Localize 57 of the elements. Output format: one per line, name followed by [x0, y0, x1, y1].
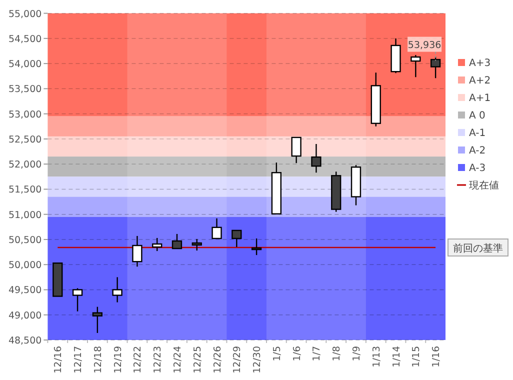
y-tick-label: 51,000 — [8, 210, 42, 221]
legend-label: 現在値 — [469, 180, 499, 192]
y-tick-label: 52,000 — [8, 160, 42, 171]
x-tick-label: 12/22 — [132, 346, 144, 374]
x-tick-label: 12/23 — [152, 346, 164, 374]
candlestick — [311, 143, 322, 174]
text: 前回の基準 — [453, 242, 503, 254]
legend-label: A-1 — [469, 128, 486, 139]
x-tick-label: 12/17 — [73, 346, 84, 374]
x-tick-label: 12/29 — [232, 346, 244, 374]
candlestick — [172, 233, 182, 250]
legend-label: A+2 — [469, 76, 491, 86]
y-tick-label: 49,500 — [8, 285, 42, 296]
x-tick-label: 1/7 — [312, 346, 323, 362]
y-tick-label: 48,500 — [8, 336, 42, 346]
x-tick-label: 1/9 — [351, 346, 362, 362]
x-tick-label: 12/18 — [92, 346, 104, 374]
x-tick-label: 12/24 — [172, 346, 184, 374]
x-tick-label: 1/14 — [391, 346, 402, 368]
band-label: A+3 — [469, 58, 491, 69]
x-tick-label: 12/26 — [212, 346, 224, 374]
x-tick-label: 1/6 — [292, 346, 303, 362]
legend-label: A-3 — [469, 163, 486, 174]
y-tick-label: 50,500 — [8, 234, 42, 246]
x-tick-label: 1/13 — [371, 346, 382, 368]
x-tick-label: 12/25 — [192, 346, 204, 374]
candlestick — [152, 237, 162, 252]
y-tick-label: 55,000 — [8, 8, 42, 20]
candlestick — [251, 238, 262, 256]
candlestick — [112, 276, 122, 303]
x-tick-label: 1/15 — [411, 346, 422, 368]
y-tick-label: 49,000 — [8, 310, 42, 322]
y-tick-label: 53,500 — [8, 84, 42, 96]
candlestick — [132, 235, 142, 268]
candlestick — [92, 306, 102, 334]
x-tick-label: 12/16 — [53, 346, 64, 374]
candlestick — [291, 136, 302, 164]
annotation: 53,936 — [408, 40, 442, 51]
legend-label: A+1 — [469, 93, 491, 104]
x-tick-label: 12/30 — [252, 346, 264, 374]
x-tick-label: 12/19 — [112, 346, 124, 374]
candlestick — [232, 230, 242, 248]
legend-label: A 0 — [469, 110, 486, 122]
y-tick-label: 54,500 — [8, 34, 42, 45]
y-tick-label: 51,500 — [8, 184, 42, 196]
y-tick-label: 53,000 — [8, 109, 42, 120]
candlestick — [212, 218, 222, 240]
x-tick-label: 1/5 — [272, 346, 283, 362]
candlestick — [410, 54, 421, 78]
y-tick-label: 54,000 — [8, 59, 42, 70]
x-tick-label: 1/8 — [332, 346, 343, 362]
candlestick — [192, 238, 202, 252]
x-tick-label: 1/16 — [431, 346, 442, 368]
legend-label: A-2 — [469, 146, 486, 156]
candlestick — [72, 288, 83, 312]
y-tick-label: 52,500 — [8, 134, 42, 146]
y-tick-label: 50,000 — [8, 260, 42, 272]
